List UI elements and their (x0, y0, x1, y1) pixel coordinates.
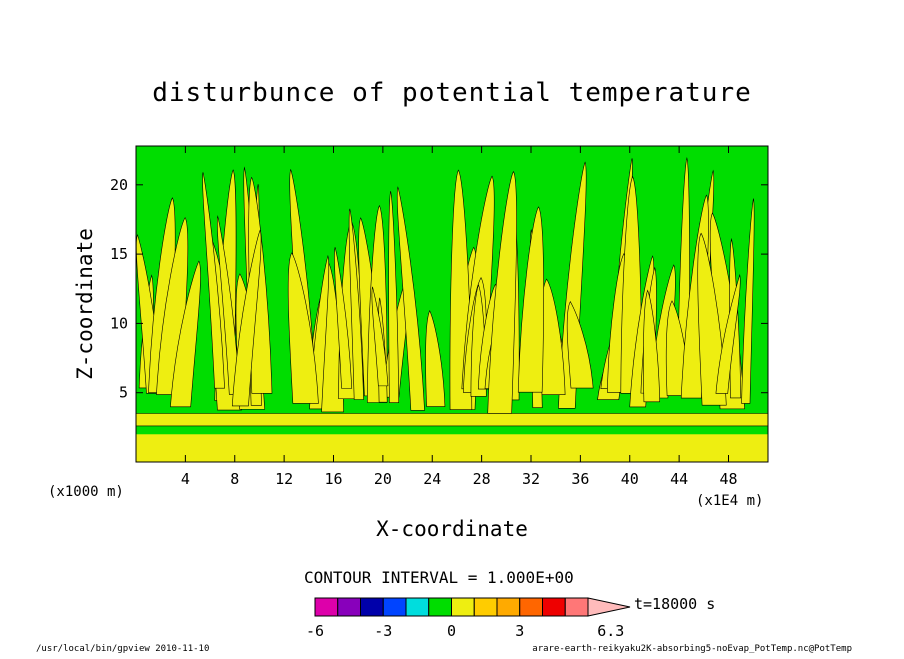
x-tick-label: 16 (324, 470, 342, 488)
y-unit-label: (x1000 m) (48, 484, 124, 500)
colorbar-box (405, 597, 430, 617)
x-axis-label: X-coordinate (376, 517, 528, 541)
y-axis-label: Z-coordinate (73, 228, 97, 380)
positive-anomaly-plume (558, 161, 587, 409)
surface-layer (136, 434, 768, 462)
x-tick-label: 36 (571, 470, 589, 488)
low-level-band (136, 413, 768, 427)
positive-anomaly-plume (487, 170, 517, 414)
x-tick-label: 40 (621, 470, 639, 488)
positive-anomaly-plume (348, 208, 364, 400)
colorbar-tick-label: 6.3 (597, 622, 624, 640)
positive-anomaly-plume (643, 289, 661, 403)
x-tick-label: 48 (719, 470, 737, 488)
positive-anomaly-plume (334, 247, 353, 389)
x-unit-label: (x1E4 m) (696, 493, 763, 509)
contour-interval-label: CONTOUR INTERVAL = 1.000E+00 (304, 568, 574, 587)
plot-area (136, 146, 768, 462)
positive-anomaly-plume (697, 232, 727, 406)
chart-title: disturbunce of potential temperature (152, 78, 752, 108)
x-tick-label: 20 (374, 470, 392, 488)
colorbar-box (360, 597, 384, 617)
positive-anomaly-plume (715, 273, 741, 394)
positive-anomaly-plume (371, 286, 389, 387)
colorbar-tick-label: 3 (515, 622, 524, 640)
time-label: t=18000 s (634, 595, 715, 613)
colorbar-box (337, 597, 361, 617)
footer-right: arare-earth-reikyaku2K-absorbing5-noEvap… (532, 644, 852, 654)
x-axis-ticks: 4 8 12 16 20 24 28 32 36 40 44 48 (181, 146, 738, 488)
colorbar-box (496, 597, 521, 617)
colorbar-box (519, 597, 543, 617)
colorbar-tick-label: -6 (306, 622, 324, 640)
x-tick-label: 12 (275, 470, 293, 488)
colorbar-tick-label: 0 (447, 622, 456, 640)
positive-anomaly-plume (566, 301, 594, 389)
positive-anomaly-plume (388, 191, 400, 403)
colorbar-box (428, 597, 452, 617)
colorbar: -6 -3 0 3 6.3 (306, 597, 631, 640)
footer-left: /usr/local/bin/gpview 2010-11-10 (36, 644, 209, 654)
colorbar-box (314, 597, 339, 617)
plot-frame (135, 145, 769, 463)
positive-anomaly-plume (287, 252, 319, 404)
x-tick-label: 44 (670, 470, 688, 488)
positive-anomaly-plume (170, 260, 201, 408)
y-tick-label: 5 (119, 384, 128, 402)
colorbar-box (382, 597, 407, 617)
y-axis-ticks: 5 10 15 20 (110, 176, 768, 402)
positive-anomaly-plume (216, 215, 241, 395)
positive-anomaly-plume (231, 229, 262, 407)
x-tick-label: 24 (423, 470, 441, 488)
y-tick-label: 20 (110, 176, 128, 194)
colorbar-box (542, 597, 566, 617)
x-tick-label: 32 (522, 470, 540, 488)
positive-anomaly-regions (136, 156, 768, 427)
colorbar-tick-label: -3 (374, 622, 392, 640)
x-tick-label: 4 (181, 470, 190, 488)
positive-anomaly-plume (396, 186, 425, 411)
colorbar-box (473, 597, 498, 617)
colorbar-box (451, 597, 475, 617)
colorbar-box (564, 597, 589, 617)
positive-anomaly-plume (741, 198, 755, 404)
positive-anomaly-plume (202, 172, 225, 389)
colorbar-overflow-triangle (587, 597, 631, 617)
y-tick-label: 10 (110, 314, 128, 332)
positive-anomaly-plume (425, 310, 446, 407)
x-tick-label: 8 (230, 470, 239, 488)
positive-anomaly-plume (517, 206, 544, 393)
y-tick-label: 15 (110, 245, 128, 263)
x-tick-label: 28 (473, 470, 491, 488)
